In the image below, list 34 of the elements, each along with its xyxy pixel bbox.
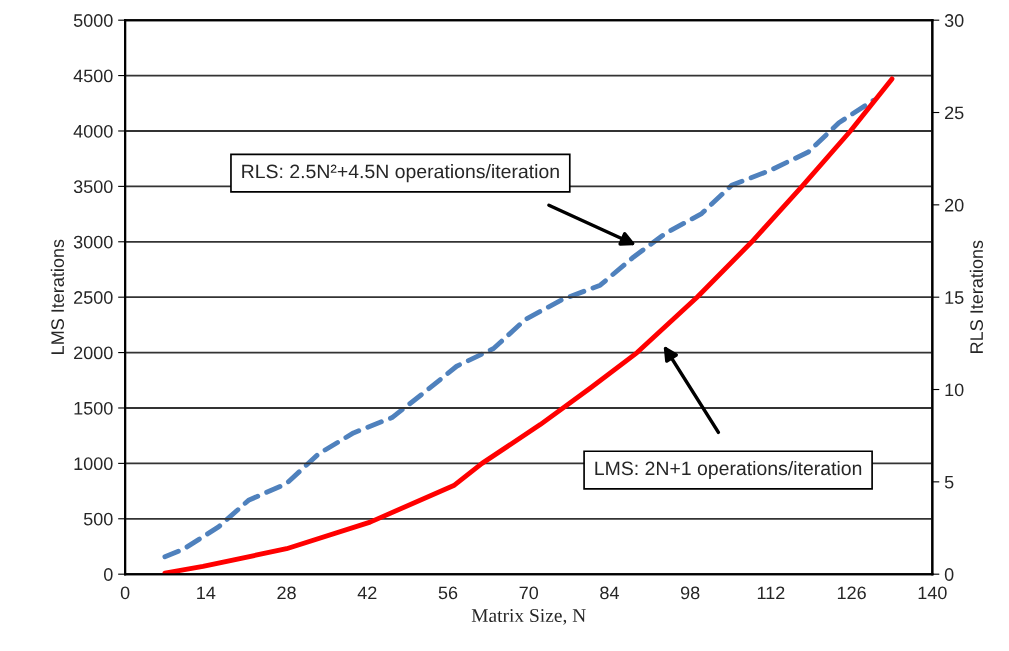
y-tick-label: 4000: [73, 124, 113, 138]
y2-tick-label: 10: [945, 383, 964, 397]
y2-tick-label: 15: [945, 291, 964, 304]
y-tick-label: 2000: [74, 346, 113, 360]
x-tick-label: 42: [357, 586, 377, 600]
x-tick-label: 14: [197, 586, 216, 600]
y-tick-label: 5000: [73, 14, 113, 27]
y2-tick-label: 5: [944, 475, 954, 489]
y-axis-title: LMS Iterations: [50, 239, 65, 354]
x-axis-title: Matrix Size, N: [471, 608, 586, 625]
y-tick-label: 4500: [73, 69, 113, 83]
x-tick-label: 126: [837, 586, 866, 600]
y-tick-label: 500: [83, 512, 113, 526]
y-tick-label: 1000: [74, 457, 113, 471]
y-tick-label: 1500: [74, 401, 113, 415]
y-tick-label: 3500: [73, 180, 113, 194]
x-tick-label: 112: [757, 586, 785, 600]
y2-tick-label: 25: [945, 106, 964, 120]
x-tick-label: 98: [680, 586, 700, 600]
annotation: RLS: 2.5N²+4.5N operations/iteration: [242, 164, 559, 183]
x-tick-label: 140: [918, 586, 947, 600]
y2-axis-title: RLS Iterations: [969, 240, 984, 353]
y-tick-label: 0: [103, 568, 113, 581]
x-tick-label: 56: [438, 586, 458, 600]
x-tick-label: 28: [277, 586, 296, 600]
x-tick-label: 0: [120, 586, 130, 600]
annotation: LMS: 2N+1 operations/iteration: [595, 460, 862, 480]
y2-tick-label: 0: [944, 568, 954, 581]
y2-tick-label: 20: [945, 198, 964, 212]
y-tick-label: 3000: [73, 235, 113, 249]
y2-tick-label: 30: [944, 14, 964, 27]
y-tick-label: 2500: [74, 291, 113, 304]
x-tick-label: 84: [600, 586, 619, 600]
x-tick-label: 70: [519, 586, 539, 600]
